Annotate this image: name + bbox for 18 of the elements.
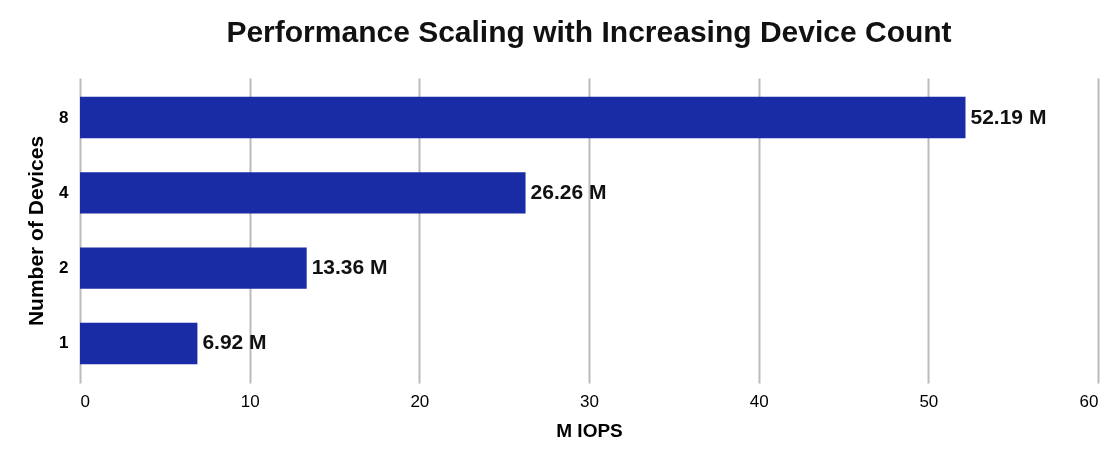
data-label: 52.19 M xyxy=(970,104,1047,128)
y-tick-label: 4 xyxy=(59,182,70,202)
x-tick-label: 10 xyxy=(240,391,260,411)
data-label: 26.26 M xyxy=(530,179,607,203)
data-label: 13.36 M xyxy=(311,255,388,279)
x-tick-label: 60 xyxy=(1079,391,1099,411)
x-axis-title: M IOPS xyxy=(556,419,623,441)
x-tick-label: 40 xyxy=(749,391,769,411)
y-tick-label: 1 xyxy=(59,333,69,353)
y-tick-label: 8 xyxy=(59,107,69,127)
x-tick-label: 20 xyxy=(410,391,430,411)
x-tick-label: 50 xyxy=(919,391,939,411)
x-tick-label: 30 xyxy=(580,391,599,411)
y-tick-label: 2 xyxy=(59,258,69,278)
data-label: 6.92 M xyxy=(202,330,267,354)
x-tick-label: 0 xyxy=(80,391,90,411)
y-axis-title: Number of Devices xyxy=(24,135,48,327)
chart-title: Performance Scaling with Increasing Device Count xyxy=(226,15,952,48)
